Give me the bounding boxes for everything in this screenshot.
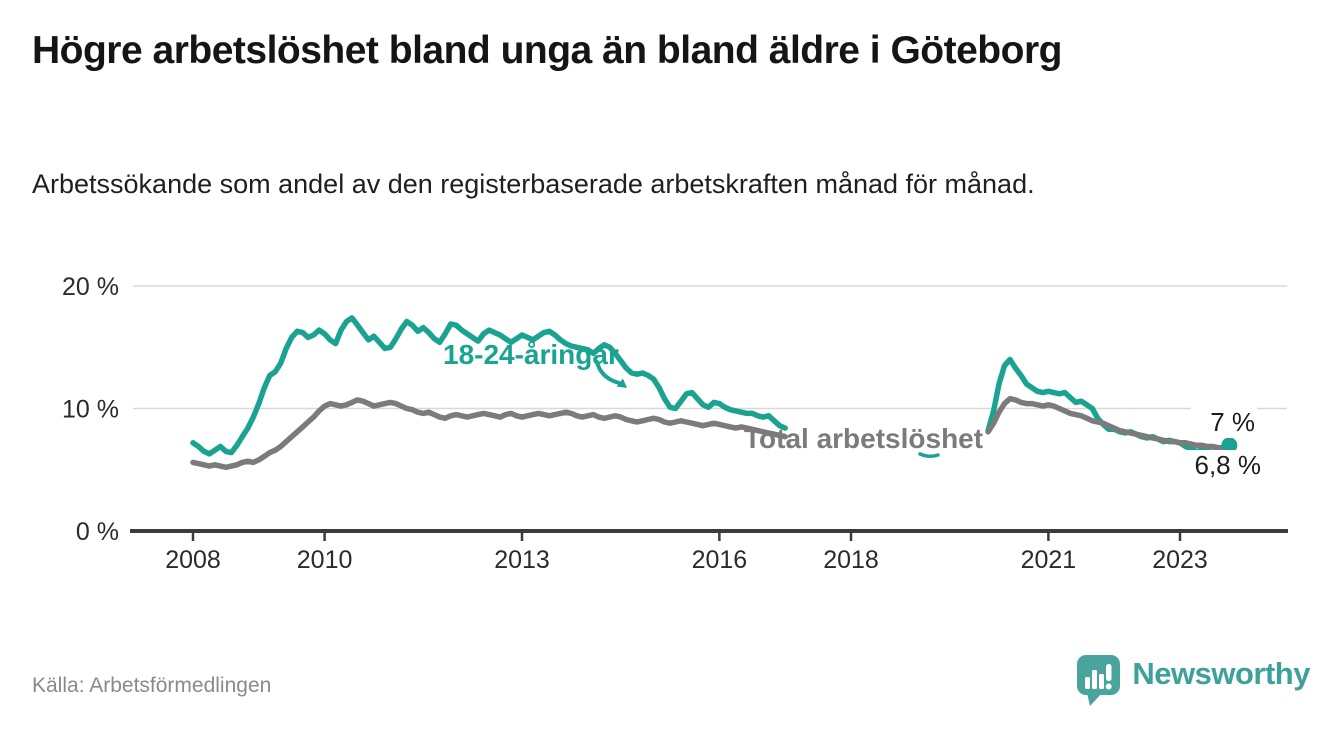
svg-text:2013: 2013: [494, 546, 550, 574]
svg-text:0 %: 0 %: [76, 518, 119, 546]
newsworthy-logo: Newsworthy: [1076, 652, 1310, 706]
series-label-total: Total arbetslöshet: [744, 423, 984, 454]
end-value-young: 7 %: [1191, 407, 1257, 438]
chart-area: 20 % 10 % 0 % 2008 2010 2013 2016 2018 2021 2023 …: [0, 255, 1340, 590]
series-label-young: 18-24-åringar: [443, 339, 619, 370]
svg-text:2010: 2010: [297, 546, 353, 574]
svg-text:10 %: 10 %: [62, 396, 119, 424]
chart-title: Högre arbetslöshet bland unga än bland ä…: [32, 29, 1062, 72]
newsworthy-logo-text: Newsworthy: [1132, 656, 1310, 691]
svg-text:2016: 2016: [692, 546, 748, 574]
svg-text:2008: 2008: [165, 546, 221, 574]
chart-subtitle: Arbetssökande som andel av den registerb…: [32, 169, 1035, 199]
end-value-total: 6,8 %: [1183, 450, 1263, 481]
line-chart: 20 % 10 % 0 % 2008 2010 2013 2016 2018 2021 2023: [62, 273, 1288, 574]
newsworthy-logo-icon: [1077, 655, 1121, 706]
svg-text:2023: 2023: [1152, 546, 1208, 574]
source-note: Källa: Arbetsförmedlingen: [32, 674, 272, 697]
svg-text:20 %: 20 %: [62, 273, 119, 301]
svg-text:2021: 2021: [1021, 546, 1077, 574]
svg-text:2018: 2018: [823, 546, 879, 574]
